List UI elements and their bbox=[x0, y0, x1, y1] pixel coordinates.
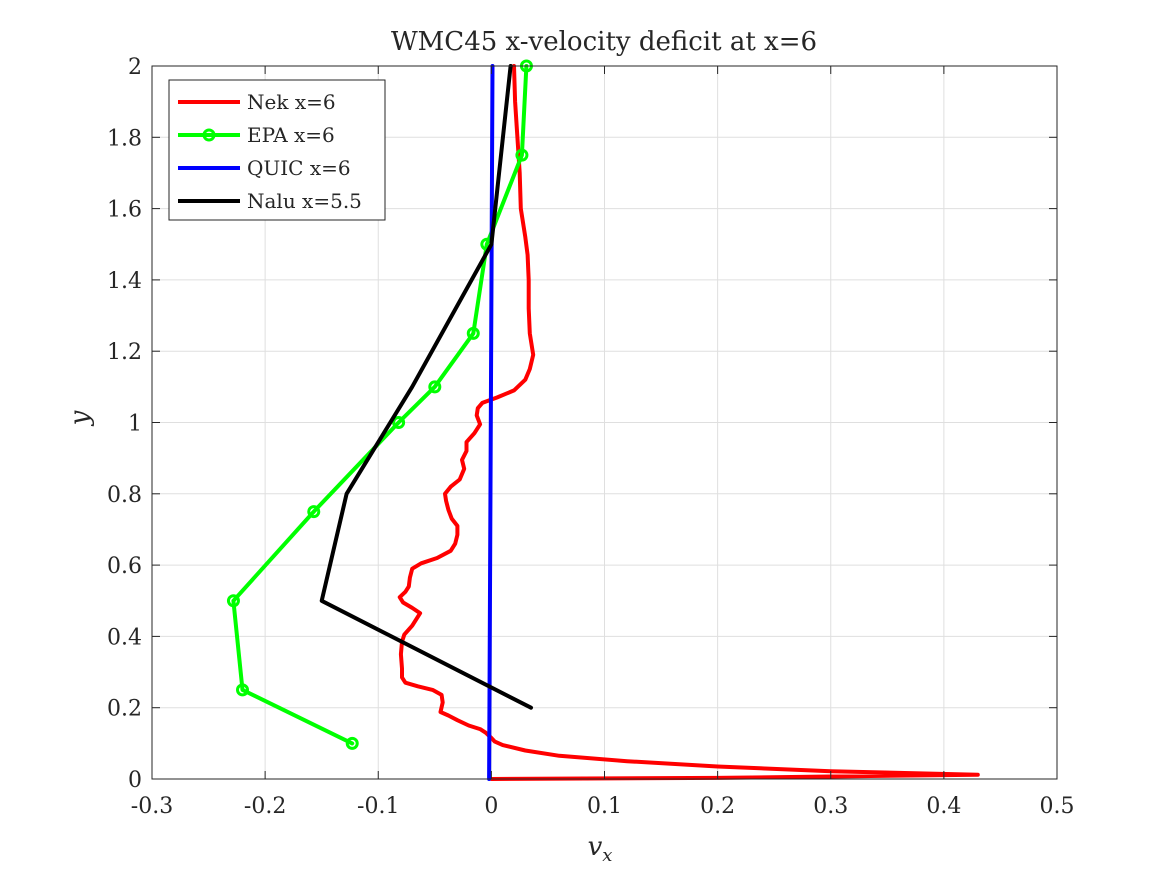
series-point-epa-x-6 bbox=[392, 416, 406, 429]
series-line-nalu-x-5-5 bbox=[319, 64, 533, 710]
x-tick-label: -0.2 bbox=[244, 794, 286, 819]
y-tick-label: 0 bbox=[128, 768, 142, 793]
axis-ticks bbox=[151, 65, 1058, 780]
y-tick-label: 0.4 bbox=[107, 625, 142, 650]
y-tick-labels: 0 0.2 0.4 0.6 0.8 1 1.2 1.4 1.6 1.8 2 bbox=[107, 55, 142, 793]
series-point-epa-x-6 bbox=[345, 736, 359, 750]
y-axis-label: y bbox=[65, 410, 95, 426]
y-tick-label: 0.8 bbox=[107, 483, 142, 508]
x-tick-label: 0.3 bbox=[813, 794, 848, 819]
series-layer bbox=[226, 59, 980, 781]
y-tick-label: 1 bbox=[128, 412, 142, 437]
series-point-epa-x-6 bbox=[226, 594, 240, 608]
x-axis-label: vx bbox=[588, 832, 613, 866]
y-tick-label: 1.2 bbox=[107, 340, 142, 365]
y-tick-label: 0.6 bbox=[107, 554, 142, 579]
x-tick-label: -0.3 bbox=[131, 794, 173, 819]
x-tick-labels: -0.3 -0.2 -0.1 0 0.1 0.2 0.3 0.4 0.5 bbox=[131, 794, 1075, 819]
y-tick-label: 1.4 bbox=[107, 269, 142, 294]
legend-marker-epa-x-6 bbox=[202, 128, 216, 142]
x-tick-label: 0 bbox=[484, 794, 498, 819]
x-tick-label: -0.1 bbox=[357, 794, 399, 819]
series-point-epa-x-6 bbox=[428, 380, 442, 394]
chart-title: WMC45 x-velocity deficit at x=6 bbox=[391, 27, 817, 57]
legend-entries: Nek x=6 EPA x=6 QUIC x=6 Nalu x=5.5 bbox=[178, 90, 362, 213]
x-axis-label-main: v bbox=[588, 832, 603, 862]
series-point-epa-x-6 bbox=[515, 148, 529, 162]
series-point-epa-x-6 bbox=[307, 505, 321, 519]
series-point-epa-x-6 bbox=[466, 326, 480, 340]
legend: Nek x=6 EPA x=6 QUIC x=6 Nalu x=5.5 bbox=[168, 79, 386, 221]
x-tick-label: 0.5 bbox=[1040, 794, 1075, 819]
series-line-epa-x-6 bbox=[231, 64, 529, 746]
series-line-quic-x-6 bbox=[487, 64, 495, 781]
y-tick-label: 1.6 bbox=[107, 198, 142, 223]
series-line-nek-x-6 bbox=[397, 64, 980, 781]
x-axis-label-subscript: x bbox=[602, 845, 612, 866]
x-tick-label: 0.2 bbox=[700, 794, 735, 819]
x-tick-label: 0.4 bbox=[926, 794, 961, 819]
y-tick-label: 0.2 bbox=[107, 697, 142, 722]
grid-lines bbox=[151, 65, 1058, 780]
legend-label-epa-x-6: EPA x=6 bbox=[247, 123, 335, 147]
y-tick-label: 2 bbox=[128, 55, 142, 80]
y-tick-label: 1.8 bbox=[107, 126, 142, 151]
series-point-epa-x-6 bbox=[236, 683, 249, 697]
legend-label-nek-x-6: Nek x=6 bbox=[247, 90, 336, 114]
x-tick-label: 0.1 bbox=[587, 794, 622, 819]
legend-label-nalu-x-5-5: Nalu x=5.5 bbox=[247, 189, 362, 213]
legend-label-quic-x-6: QUIC x=6 bbox=[247, 156, 351, 180]
